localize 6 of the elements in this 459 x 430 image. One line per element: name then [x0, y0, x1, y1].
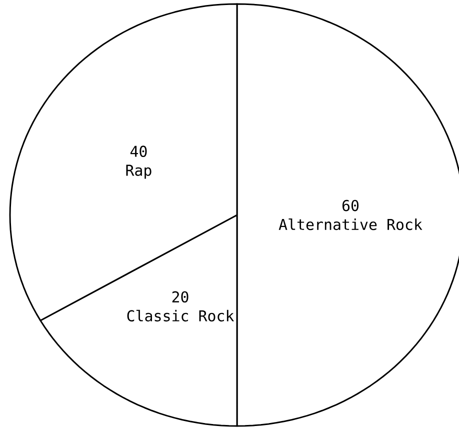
- slice-label: Alternative Rock: [278, 218, 422, 230]
- slice-label: Classic Rock: [127, 310, 234, 322]
- data-label: 40: [130, 146, 147, 157]
- slice-label: Rap: [126, 164, 152, 179]
- data-label: 20: [172, 291, 188, 303]
- data-label: 60: [342, 200, 359, 212]
